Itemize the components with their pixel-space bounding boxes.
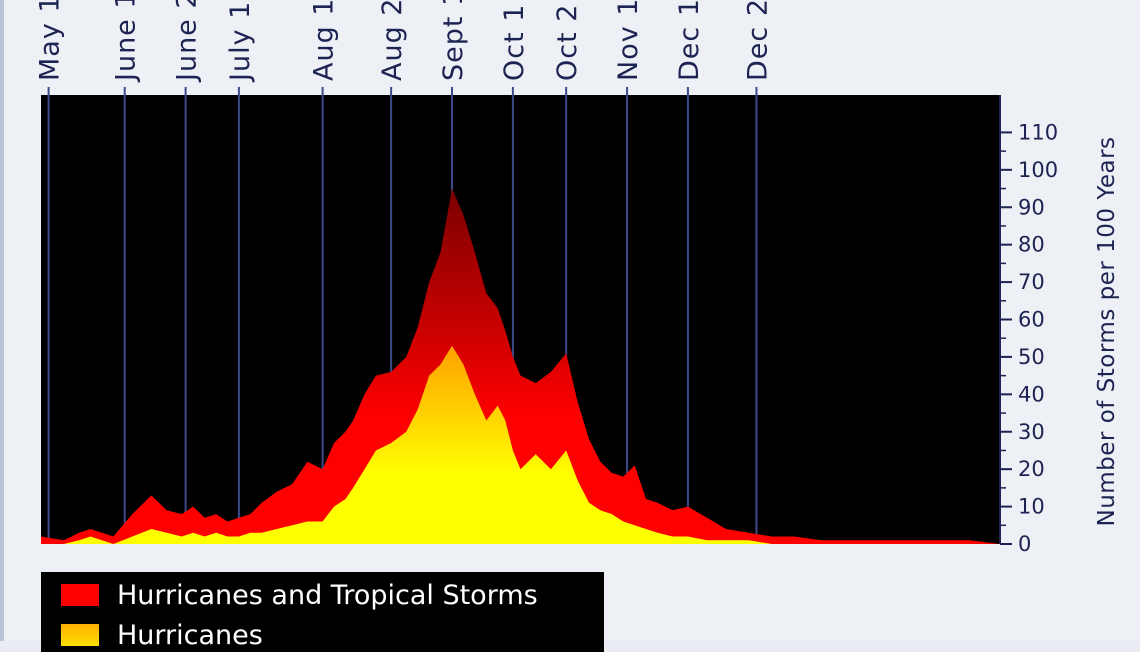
y-tick-label: 10 — [1018, 495, 1045, 519]
x-tick-label: Aug 1 — [309, 0, 340, 81]
x-tick-label: June 2 — [172, 0, 203, 83]
x-tick-label: Sept 1 — [438, 0, 469, 81]
legend-label-hurricanes: Hurricanes — [117, 619, 263, 651]
y-tick-label: 50 — [1018, 345, 1045, 369]
legend: Hurricanes and Tropical Storms Hurricane… — [41, 572, 604, 652]
y-tick-label: 80 — [1018, 233, 1045, 257]
y-axis: 0 10 20 30 40 50 60 70 80 90 100 110 — [999, 95, 1058, 556]
legend-label-storms: Hurricanes and Tropical Storms — [117, 579, 538, 611]
legend-item-hurricanes: Hurricanes — [61, 618, 263, 652]
legend-item-storms: Hurricanes and Tropical Storms — [61, 578, 538, 612]
legend-swatch-hurricanes — [61, 624, 99, 646]
x-tick-label: July 1 — [225, 1, 256, 83]
series-areas — [41, 188, 1000, 544]
grid-lines — [47, 87, 758, 544]
y-tick-label: 40 — [1018, 382, 1045, 406]
x-tick-label: Oct 1 — [499, 4, 530, 81]
y-tick-label: 70 — [1018, 270, 1045, 294]
y-tick-label: 20 — [1018, 457, 1045, 481]
x-tick-label: Oct 2 — [552, 4, 583, 81]
x-tick-label: Aug 2 — [377, 0, 408, 81]
y-tick-label: 90 — [1018, 195, 1045, 219]
y-tick-label: 110 — [1018, 120, 1058, 144]
area-hurricanes — [41, 345, 1000, 544]
x-tick-label: Dec 2 — [742, 0, 773, 81]
x-tick-label: June 1 — [111, 0, 142, 83]
y-tick-label: 0 — [1018, 532, 1031, 556]
x-axis-ticks: May 1 June 1 June 2 July 1 Aug 1 Aug 2 Sept 1 O… — [35, 0, 774, 83]
y-tick-label: 100 — [1018, 158, 1058, 182]
x-tick-label: Nov 1 — [613, 0, 644, 81]
storm-frequency-chart: May 1 June 1 June 2 July 1 Aug 1 Aug 2 Sept 1 O… — [35, 0, 1120, 556]
x-tick-label: Dec 1 — [674, 0, 705, 81]
y-tick-label: 30 — [1018, 420, 1045, 444]
x-tick-label: May 1 — [35, 0, 66, 81]
legend-swatch-storms — [61, 584, 99, 606]
y-axis-label: Number of Storms per 100 Years — [1094, 136, 1120, 526]
y-tick-label: 60 — [1018, 308, 1045, 332]
